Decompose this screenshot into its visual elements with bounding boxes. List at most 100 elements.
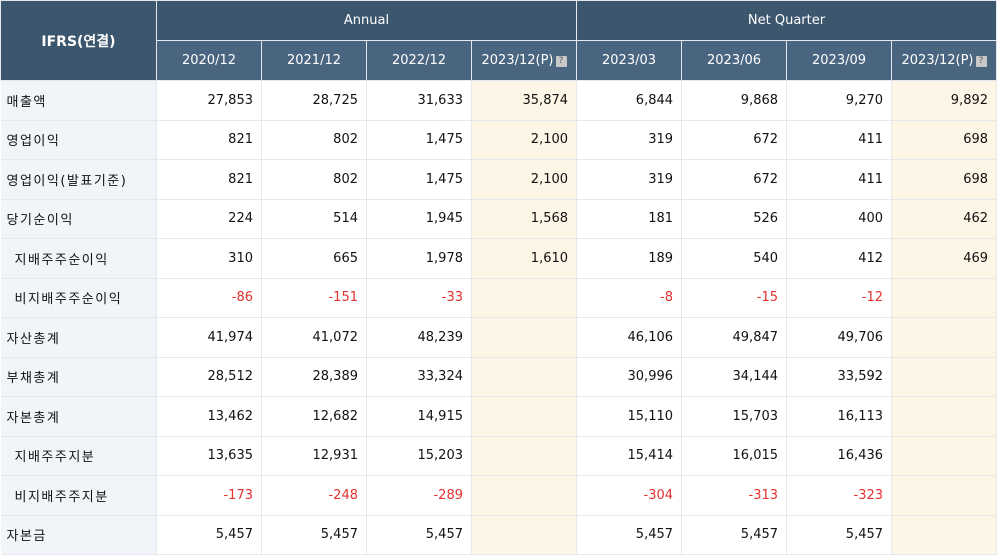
table-cell: 27,853 (156, 80, 262, 121)
table-cell: -15 (681, 278, 788, 318)
table-row: 부채총계 28,512 28,389 33,324 30,996 34,144 33,592 (0, 357, 997, 397)
table-cell: 411 (786, 159, 893, 200)
table-cell (471, 317, 578, 358)
table-row: 당기순이익 224 514 1,945 1,568 181 526 400 462 (0, 199, 997, 239)
table-cell: 35,874 (471, 80, 578, 121)
table-cell (891, 278, 997, 318)
period-header: 2020/12 (156, 40, 262, 81)
row-label[interactable]: 영업이익(발표기준) (0, 159, 157, 200)
table-cell: -173 (156, 475, 262, 516)
table-cell: 1,475 (366, 120, 472, 160)
table-cell: 49,706 (786, 317, 893, 358)
row-label[interactable]: 부채총계 (0, 357, 157, 397)
table-cell (471, 396, 578, 437)
help-icon[interactable]: ? (555, 56, 567, 67)
table-cell (891, 436, 997, 476)
table-cell: 821 (156, 120, 262, 160)
table-cell: 15,703 (681, 396, 788, 437)
row-label[interactable]: 영업이익 (0, 120, 157, 160)
table-cell: -304 (576, 475, 683, 516)
table-cell: 41,072 (261, 317, 367, 358)
period-header: 2023/03 (576, 40, 683, 81)
period-header: 2023/12(P)? (891, 40, 997, 81)
table-row: 자본금 5,457 5,457 5,457 5,457 5,457 5,457 (0, 515, 997, 555)
table-cell: 9,868 (681, 80, 788, 121)
table-cell: 698 (891, 159, 997, 200)
table-cell (471, 357, 578, 397)
table-cell: 13,462 (156, 396, 262, 437)
table-cell: 2,100 (471, 120, 578, 160)
table-cell: 400 (786, 199, 893, 239)
table-row: 지배주주순이익 310 665 1,978 1,610 189 540 412 469 (0, 238, 997, 279)
period-header: 2023/06 (681, 40, 788, 81)
table-cell: 15,203 (366, 436, 472, 476)
table-cell: 1,610 (471, 238, 578, 279)
table-cell: 5,457 (366, 515, 472, 555)
period-header: 2022/12 (366, 40, 472, 81)
table-cell: 1,568 (471, 199, 578, 239)
table-cell: 28,725 (261, 80, 367, 121)
table-cell: 31,633 (366, 80, 472, 121)
table-cell (471, 436, 578, 476)
table-cell: 28,389 (261, 357, 367, 397)
period-label: 2021/12 (286, 53, 341, 68)
table-row: 지배주주지분 13,635 12,931 15,203 15,414 16,015 16,4… (0, 436, 997, 476)
table-cell: 49,847 (681, 317, 788, 358)
period-header: 2021/12 (261, 40, 367, 81)
row-label[interactable]: 당기순이익 (0, 199, 157, 239)
table-cell (891, 515, 997, 555)
table-cell: 1,475 (366, 159, 472, 200)
period-label: 2023/12(P) (481, 53, 554, 68)
annual-group-header: Annual (155, 0, 578, 41)
table-cell: -86 (156, 278, 262, 318)
table-row: 비지배주주지분 -173 -248 -289 -304 -313 -323 (0, 475, 997, 516)
row-label[interactable]: 자산총계 (0, 317, 157, 358)
period-header: 2023/12(P)? (470, 40, 578, 81)
table-row: 매출액 27,853 28,725 31,633 35,874 6,844 9,868 9,2… (0, 80, 997, 121)
table-cell: 412 (786, 238, 893, 279)
row-label[interactable]: 자본총계 (0, 396, 157, 437)
table-cell: -33 (366, 278, 472, 318)
period-label: 2023/12(P) (901, 53, 974, 68)
table-cell: 12,682 (261, 396, 367, 437)
table-cell: 5,457 (576, 515, 683, 555)
table-cell: 821 (156, 159, 262, 200)
table-cell: 319 (576, 120, 683, 160)
table-cell: 1,978 (366, 238, 472, 279)
table-cell: 16,113 (786, 396, 893, 437)
table-cell: -289 (366, 475, 472, 516)
ifrs-header: IFRS(연결) (0, 0, 157, 81)
table-cell: 9,892 (891, 80, 997, 121)
table-cell (471, 475, 578, 516)
table-cell (891, 357, 997, 397)
period-label: 2023/03 (602, 53, 657, 68)
table-cell: 34,144 (681, 357, 788, 397)
row-label[interactable]: 비지배주주지분 (0, 475, 157, 516)
table-cell: 698 (891, 120, 997, 160)
row-label[interactable]: 매출액 (0, 80, 157, 121)
table-row: 자산총계 41,974 41,072 48,239 46,106 49,847 49,706 (0, 317, 997, 358)
table-cell (471, 515, 578, 555)
table-cell: 672 (681, 120, 788, 160)
period-label: 2022/12 (391, 53, 446, 68)
table-row: 비지배주주순이익 -86 -151 -33 -8 -15 -12 (0, 278, 997, 318)
period-label: 2023/09 (812, 53, 867, 68)
table-cell: 802 (261, 159, 367, 200)
row-label[interactable]: 자본금 (0, 515, 157, 555)
table-cell: 13,635 (156, 436, 262, 476)
table-cell: 310 (156, 238, 262, 279)
table-cell: 14,915 (366, 396, 472, 437)
table-cell: 28,512 (156, 357, 262, 397)
table-cell: 9,270 (786, 80, 893, 121)
row-label[interactable]: 비지배주주순이익 (0, 278, 157, 318)
table-cell: -323 (786, 475, 893, 516)
table-body: 매출액 27,853 28,725 31,633 35,874 6,844 9,868 9,2… (0, 80, 997, 555)
row-label[interactable]: 지배주주지분 (0, 436, 157, 476)
table-cell: -8 (576, 278, 683, 318)
row-label[interactable]: 지배주주순이익 (0, 238, 157, 279)
table-cell: 411 (786, 120, 893, 160)
table-cell: 12,931 (261, 436, 367, 476)
table-cell: 189 (576, 238, 683, 279)
help-icon[interactable]: ? (975, 56, 987, 67)
